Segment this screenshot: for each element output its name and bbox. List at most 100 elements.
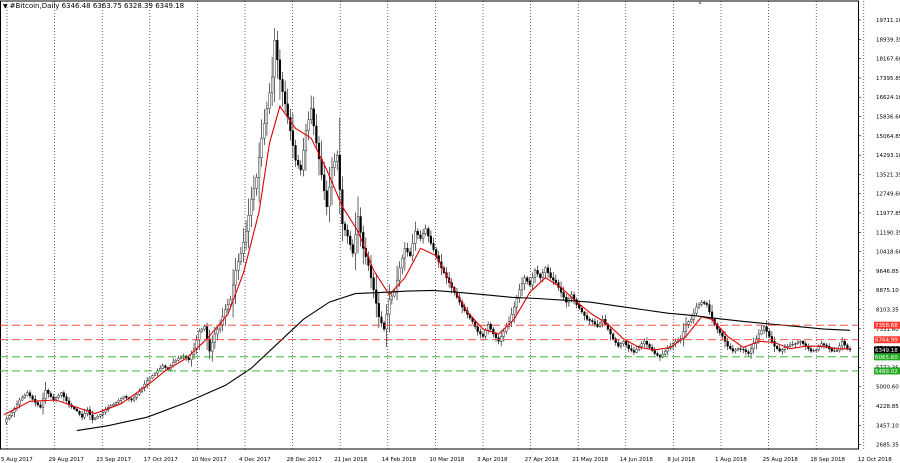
candle-body [718, 328, 721, 333]
candle-body [315, 125, 318, 144]
candle-body [518, 289, 521, 299]
candle-body [299, 164, 302, 171]
candle-body [614, 338, 617, 343]
x-tick-label: 4 Dec 2017 [239, 457, 271, 463]
candle-body [205, 326, 209, 340]
candle-body [783, 347, 787, 350]
candle-body [776, 346, 779, 349]
candle-body [390, 295, 393, 300]
candle-body [664, 350, 667, 355]
x-tick-label: 14 Feb 2018 [382, 457, 417, 463]
candle-body [39, 404, 42, 408]
candle-body [258, 157, 261, 178]
candle-body [250, 199, 253, 216]
price-level-label: 6349.18 [875, 348, 898, 354]
candle-body [211, 342, 214, 352]
candle-body [739, 348, 742, 350]
candle-body [247, 215, 250, 232]
candle-body [317, 142, 321, 160]
x-tick-label: 21 May 2018 [572, 457, 608, 463]
x-tick-label: 14 Jun 2018 [620, 457, 654, 463]
candle-body [817, 346, 820, 351]
candle-body [523, 277, 526, 284]
candle-body [419, 234, 422, 239]
candle-body [273, 40, 276, 78]
candle-body [619, 343, 623, 347]
candle-body [276, 40, 279, 61]
candle-body [752, 343, 755, 349]
candle-body [28, 392, 32, 397]
candle-body [73, 406, 76, 410]
candle-body [49, 393, 52, 397]
candle-body [47, 390, 50, 394]
y-tick-label: 17395.85 [876, 76, 900, 82]
candle-body [338, 155, 341, 190]
x-tick-label: 12 Oct 2018 [858, 457, 893, 463]
x-tick-label: 10 Mar 2018 [429, 457, 464, 463]
candle-body [789, 344, 792, 347]
candle-body [513, 306, 516, 315]
candle-body [224, 309, 227, 318]
candle-body [492, 328, 495, 335]
candle-body [653, 350, 656, 354]
y-tick-label: 5000.60 [876, 385, 899, 391]
y-tick-label: 11977.85 [876, 211, 900, 217]
candle-body [135, 394, 138, 398]
candle-body [307, 119, 310, 132]
candle-body [10, 412, 13, 416]
candle-body [632, 350, 636, 353]
candle-body [544, 267, 547, 273]
y-tick-label: 13521.35 [876, 172, 900, 178]
candle-body [239, 252, 242, 262]
candle-body [372, 277, 375, 291]
candle-body [546, 267, 550, 273]
candle-body [474, 321, 477, 327]
candle-body [112, 403, 115, 406]
x-tick-label: 25 Aug 2018 [763, 457, 799, 463]
x-tick-label: 23 Sep 2017 [96, 457, 131, 463]
candle-body [294, 145, 297, 161]
candle-body [820, 343, 823, 348]
candle-body [502, 331, 505, 337]
candle-body [536, 270, 539, 275]
candle-body [520, 283, 524, 291]
candle-body [695, 306, 698, 314]
candle-body [841, 341, 844, 347]
candle-body [549, 272, 552, 278]
y-tick-label: 7331.60 [876, 327, 899, 333]
candle-body [411, 243, 414, 256]
candle-body [310, 108, 313, 121]
x-tick-label: 5 Aug 2017 [1, 457, 33, 463]
candle-body [226, 304, 229, 310]
candle-body [481, 333, 485, 337]
candle-body [822, 343, 826, 346]
candle-body [762, 326, 766, 331]
y-tick-label: 8103.35 [876, 308, 899, 314]
candle-body [41, 398, 45, 408]
candle-body [489, 323, 492, 330]
candle-body [700, 301, 703, 305]
x-tick-label: 3 Apr 2018 [477, 457, 508, 463]
y-tick-label: 12749.60 [876, 192, 900, 198]
candle-body [666, 348, 669, 352]
candle-body [94, 417, 97, 420]
candle-body [385, 314, 388, 330]
dropdown-arrow-icon[interactable]: ▼ [3, 3, 8, 10]
candle-body [843, 341, 846, 346]
candle-body [640, 343, 643, 347]
y-tick-label: 18167.60 [876, 57, 900, 63]
candle-body [343, 223, 347, 231]
candle-body [565, 297, 568, 303]
fast-moving-average-line [3, 105, 851, 416]
candle-body [265, 108, 269, 124]
y-tick-label: 15064.85 [876, 134, 900, 140]
candle-body [159, 368, 162, 371]
candle-body [755, 338, 758, 344]
shift-marker-icon[interactable] [699, 1, 702, 4]
candle-body [747, 351, 750, 354]
candle-body [203, 326, 206, 330]
candle-body [289, 117, 292, 132]
candle-body [794, 343, 797, 345]
